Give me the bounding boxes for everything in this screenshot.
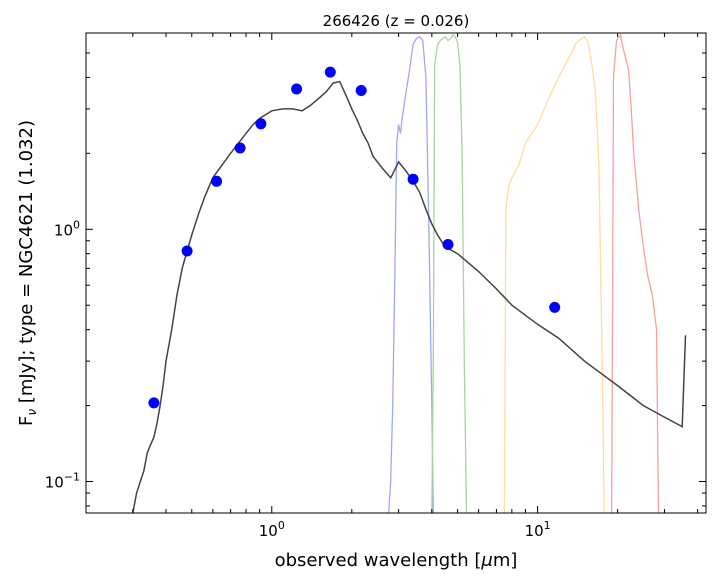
axis-ticks: 100 101 10−1 100 bbox=[45, 33, 706, 540]
photometry-point bbox=[442, 239, 454, 250]
photometry-point bbox=[324, 66, 336, 78]
filter-curve-2 bbox=[431, 33, 468, 513]
photometry-point bbox=[255, 118, 267, 130]
plot-frame bbox=[85, 32, 707, 514]
model-line bbox=[132, 80, 687, 513]
chart-title: 266426 (z = 0.026) bbox=[323, 12, 470, 30]
x-axis-label: observed wavelength [μm] bbox=[275, 550, 518, 571]
photometry-point bbox=[181, 245, 193, 257]
filter-curve-3 bbox=[503, 35, 605, 513]
tick-label: 100 bbox=[54, 218, 80, 239]
photometry-point bbox=[211, 175, 223, 187]
photometry-points bbox=[148, 66, 561, 409]
plot-area bbox=[132, 33, 687, 513]
photometry-point bbox=[234, 142, 246, 154]
filter-curves bbox=[387, 33, 660, 513]
tick-label: 10−1 bbox=[45, 470, 80, 491]
filter-curve-4 bbox=[611, 33, 660, 513]
photometry-point bbox=[355, 85, 367, 96]
tick-label: 101 bbox=[525, 519, 551, 540]
photometry-point bbox=[148, 397, 160, 409]
photometry-point bbox=[549, 301, 561, 313]
photometry-point bbox=[291, 83, 303, 95]
filter-curve-1 bbox=[387, 35, 434, 513]
tick-label: 100 bbox=[259, 519, 285, 540]
y-axis-label: Fν [mJy]; type = NGC4621 (1.032) bbox=[16, 120, 39, 426]
photometry-point bbox=[407, 173, 419, 185]
model-spectrum bbox=[132, 80, 687, 513]
